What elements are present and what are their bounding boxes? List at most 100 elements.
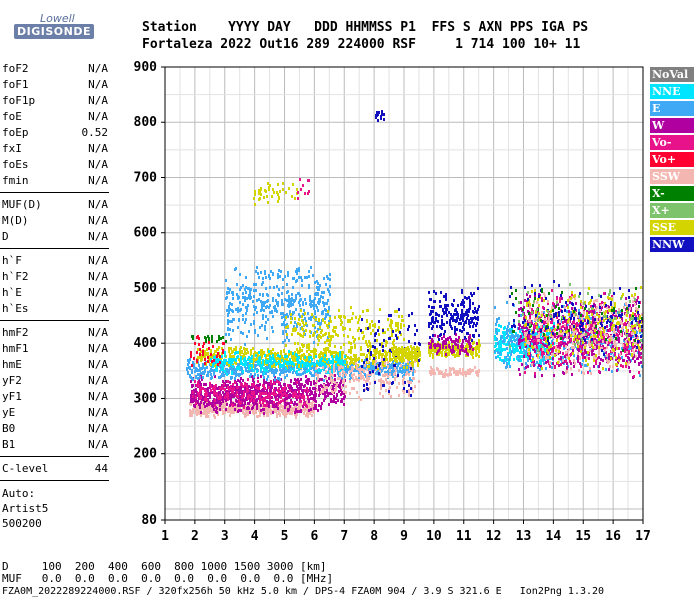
echo-point xyxy=(456,352,458,355)
echo-point xyxy=(454,355,456,358)
echo-point xyxy=(451,315,453,318)
echo-point xyxy=(395,362,397,365)
echo-point xyxy=(410,387,412,390)
echo-point xyxy=(255,306,257,309)
echo-point xyxy=(253,403,255,406)
echo-point xyxy=(303,309,305,312)
echo-point xyxy=(268,306,270,309)
echo-point xyxy=(260,409,262,412)
echo-point xyxy=(198,394,200,397)
param-value: N/A xyxy=(88,62,108,75)
echo-point xyxy=(240,366,242,369)
echo-point xyxy=(255,364,257,367)
echo-point xyxy=(396,366,398,369)
echo-point xyxy=(402,379,404,382)
echo-point xyxy=(306,365,308,368)
echo-point xyxy=(286,283,288,286)
echo-point xyxy=(277,304,279,307)
echo-point xyxy=(266,378,268,381)
echo-point xyxy=(357,329,359,332)
echo-point xyxy=(265,276,267,279)
echo-point xyxy=(515,332,517,335)
param-row-fof1p: foF1p N/A xyxy=(2,93,108,109)
echo-point xyxy=(293,299,295,302)
echo-point xyxy=(282,341,284,344)
param-value: N/A xyxy=(88,254,108,267)
echo-point xyxy=(379,362,381,365)
echo-point xyxy=(328,377,330,380)
echo-point xyxy=(314,397,316,400)
param-name: B1 xyxy=(2,438,16,451)
echo-point xyxy=(475,349,477,352)
echo-point xyxy=(398,382,400,385)
echo-point xyxy=(293,366,295,369)
echo-point xyxy=(204,370,206,373)
echo-point xyxy=(266,406,268,409)
echo-point xyxy=(196,368,198,371)
echo-point xyxy=(246,387,248,390)
echo-point xyxy=(300,378,302,381)
echo-point xyxy=(390,319,392,322)
echo-point xyxy=(360,398,362,401)
echo-point xyxy=(269,407,271,410)
echo-point xyxy=(197,377,199,380)
echo-point xyxy=(189,414,191,417)
echo-point xyxy=(494,335,496,338)
echo-point xyxy=(434,321,436,324)
echo-point xyxy=(263,412,265,415)
echo-point xyxy=(461,302,463,305)
echo-point xyxy=(405,348,407,351)
echo-point xyxy=(241,396,243,399)
echo-point xyxy=(298,276,300,279)
echo-point xyxy=(296,272,298,275)
echo-point xyxy=(194,390,196,393)
echo-point xyxy=(439,347,441,350)
echo-point xyxy=(262,317,264,320)
echo-point xyxy=(417,361,419,364)
echo-point xyxy=(400,333,402,336)
echo-point xyxy=(308,409,310,412)
echo-point xyxy=(335,385,337,388)
echo-point xyxy=(374,353,376,356)
echo-point xyxy=(224,406,226,409)
echo-point xyxy=(428,342,430,345)
echo-point xyxy=(187,363,189,366)
echo-point xyxy=(367,349,369,352)
echo-point xyxy=(242,370,244,373)
echo-point xyxy=(463,305,465,308)
echo-point xyxy=(458,371,460,374)
echo-point xyxy=(442,346,444,349)
echo-point xyxy=(285,367,287,370)
echo-point xyxy=(449,370,451,373)
echo-point xyxy=(230,393,232,396)
echo-point xyxy=(203,402,205,405)
echo-point xyxy=(405,356,407,359)
echo-point xyxy=(329,368,331,371)
echo-point xyxy=(333,367,335,370)
echo-point xyxy=(442,343,444,346)
echo-point xyxy=(251,364,253,367)
echo-point xyxy=(203,409,205,412)
echo-point xyxy=(475,324,477,327)
echo-point xyxy=(273,286,275,289)
echo-point xyxy=(365,341,367,344)
echo-point xyxy=(369,348,371,351)
echo-point xyxy=(189,374,191,377)
echo-point xyxy=(476,347,478,350)
echo-point xyxy=(360,346,362,349)
echo-point xyxy=(336,354,338,357)
echo-point xyxy=(437,368,439,371)
echo-point xyxy=(462,373,464,376)
echo-point xyxy=(251,367,253,370)
echo-point xyxy=(262,388,264,391)
echo-point xyxy=(457,304,459,307)
echo-point xyxy=(313,299,315,302)
echo-point xyxy=(279,365,281,368)
echo-point xyxy=(240,409,242,412)
echo-point xyxy=(228,361,230,364)
echo-point xyxy=(219,376,221,379)
echo-point xyxy=(396,310,398,313)
echo-point xyxy=(395,324,397,327)
echo-point xyxy=(435,319,437,322)
echo-point xyxy=(278,387,280,390)
